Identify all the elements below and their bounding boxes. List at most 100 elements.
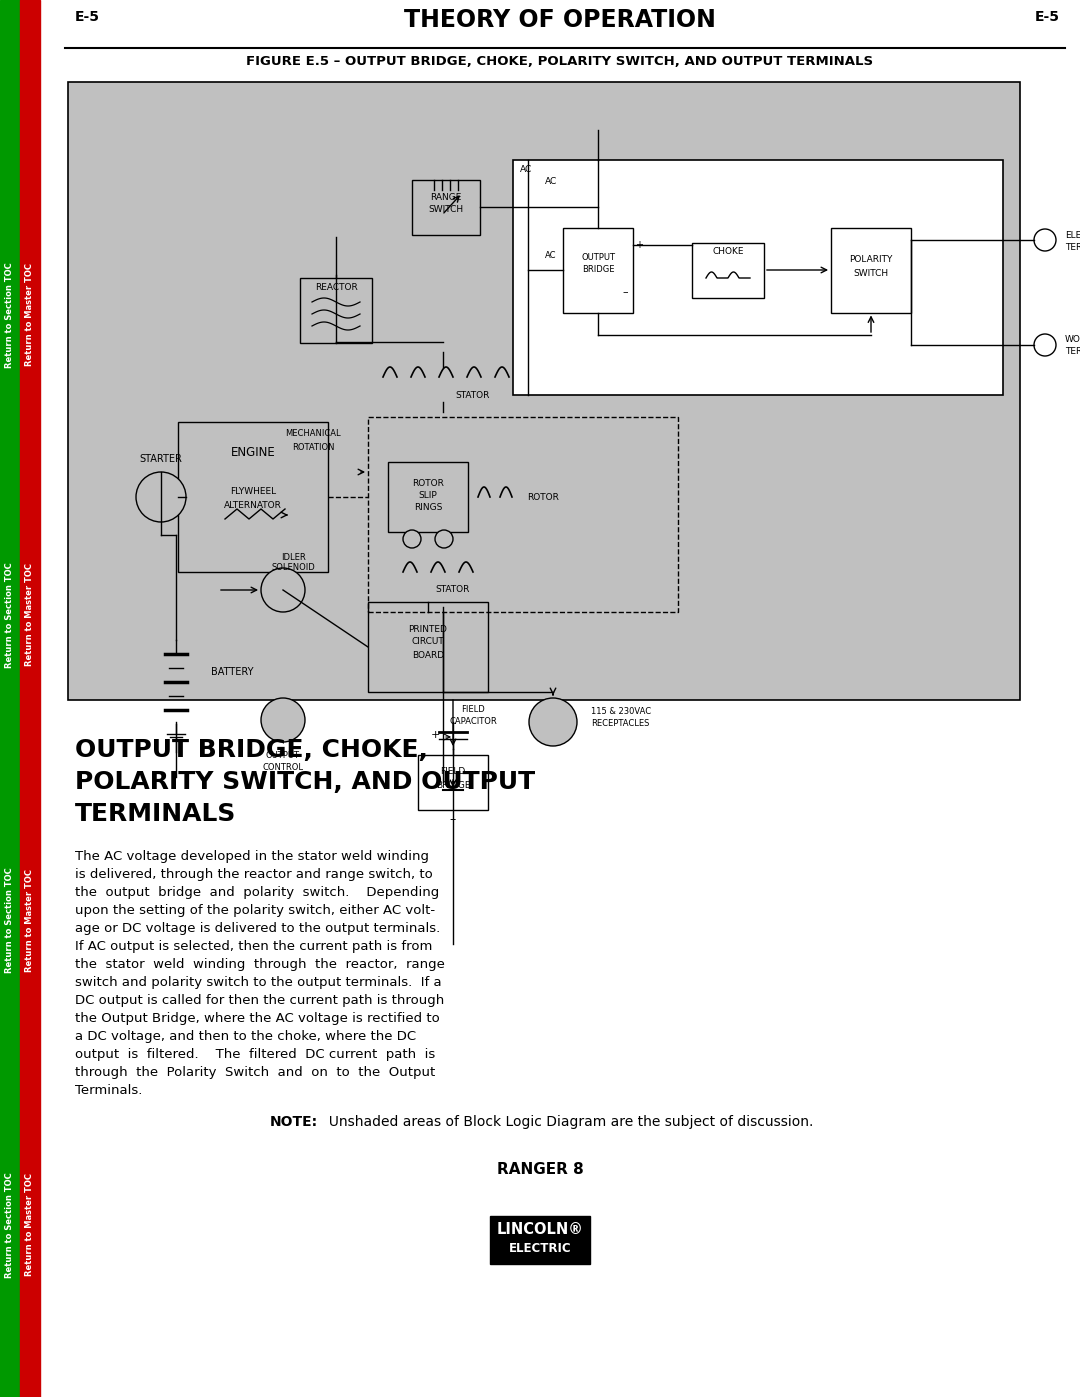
Text: STATOR: STATOR bbox=[436, 585, 470, 595]
Text: RANGER 8: RANGER 8 bbox=[497, 1162, 583, 1178]
Text: a DC voltage, and then to the choke, where the DC: a DC voltage, and then to the choke, whe… bbox=[75, 1030, 416, 1044]
Text: MECHANICAL: MECHANICAL bbox=[285, 429, 341, 439]
Circle shape bbox=[261, 569, 305, 612]
Text: E-5: E-5 bbox=[1035, 10, 1059, 24]
Text: ALTERNATOR: ALTERNATOR bbox=[224, 500, 282, 510]
Text: Return to Section TOC: Return to Section TOC bbox=[5, 562, 14, 668]
Text: OUTPUT: OUTPUT bbox=[266, 750, 300, 760]
Circle shape bbox=[403, 529, 421, 548]
Text: SWITCH: SWITCH bbox=[853, 268, 889, 278]
Text: the  stator  weld  winding  through  the  reactor,  range: the stator weld winding through the reac… bbox=[75, 958, 445, 971]
Text: BOARD: BOARD bbox=[411, 651, 444, 659]
Text: –: – bbox=[450, 813, 456, 826]
Text: The AC voltage developed in the stator weld winding: The AC voltage developed in the stator w… bbox=[75, 849, 429, 863]
Text: RANGE: RANGE bbox=[430, 193, 461, 201]
Text: FLYWHEEL: FLYWHEEL bbox=[230, 488, 276, 496]
Text: STATOR: STATOR bbox=[456, 391, 490, 400]
Text: Return to Section TOC: Return to Section TOC bbox=[5, 1172, 14, 1278]
Text: –: – bbox=[622, 286, 627, 298]
Bar bbox=[21, 0, 40, 1397]
Text: SLIP: SLIP bbox=[419, 490, 437, 500]
Text: BRIDGE: BRIDGE bbox=[435, 781, 470, 789]
Bar bbox=[692, 243, 764, 298]
Bar bbox=[68, 82, 1020, 700]
Text: POLARITY SWITCH, AND OUTPUT: POLARITY SWITCH, AND OUTPUT bbox=[75, 770, 535, 793]
Text: CIRCUT: CIRCUT bbox=[411, 637, 444, 647]
Bar bbox=[368, 602, 488, 692]
Bar bbox=[831, 228, 912, 313]
Text: the  output  bridge  and  polarity  switch.    Depending: the output bridge and polarity switch. D… bbox=[75, 886, 440, 900]
Text: Unshaded areas of Block Logic Diagram are the subject of discussion.: Unshaded areas of Block Logic Diagram ar… bbox=[320, 1115, 813, 1129]
Text: LINCOLN®: LINCOLN® bbox=[497, 1222, 583, 1238]
Text: switch and polarity switch to the output terminals.  If a: switch and polarity switch to the output… bbox=[75, 977, 442, 989]
Text: TERMINAL: TERMINAL bbox=[1065, 348, 1080, 356]
Text: +: + bbox=[635, 240, 643, 250]
Bar bbox=[178, 422, 328, 571]
Text: AC: AC bbox=[519, 165, 532, 175]
Text: RINGS: RINGS bbox=[414, 503, 442, 511]
Text: BRIDGE: BRIDGE bbox=[582, 265, 615, 274]
Circle shape bbox=[529, 698, 577, 746]
Text: TERMINALS: TERMINALS bbox=[75, 802, 237, 826]
Text: ROTOR: ROTOR bbox=[527, 493, 559, 502]
Text: age or DC voltage is delivered to the output terminals.: age or DC voltage is delivered to the ou… bbox=[75, 922, 441, 935]
Bar bbox=[0, 0, 21, 1397]
Text: output  is  filtered.    The  filtered  DC current  path  is: output is filtered. The filtered DC curr… bbox=[75, 1048, 435, 1060]
Circle shape bbox=[1034, 334, 1056, 356]
Text: +: + bbox=[430, 731, 440, 740]
Text: is delivered, through the reactor and range switch, to: is delivered, through the reactor and ra… bbox=[75, 868, 433, 882]
Bar bbox=[490, 1215, 590, 1264]
Text: CHOKE: CHOKE bbox=[712, 247, 744, 257]
Text: OUTPUT: OUTPUT bbox=[581, 253, 615, 263]
Text: PRINTED: PRINTED bbox=[408, 624, 447, 633]
Text: POLARITY: POLARITY bbox=[849, 256, 893, 264]
Text: ROTATION: ROTATION bbox=[292, 443, 334, 451]
Text: upon the setting of the polarity switch, either AC volt-: upon the setting of the polarity switch,… bbox=[75, 904, 435, 916]
Text: DC output is called for then the current path is through: DC output is called for then the current… bbox=[75, 995, 444, 1007]
Text: Return to Master TOC: Return to Master TOC bbox=[26, 264, 35, 366]
Text: FIGURE E.5 – OUTPUT BRIDGE, CHOKE, POLARITY SWITCH, AND OUTPUT TERMINALS: FIGURE E.5 – OUTPUT BRIDGE, CHOKE, POLAR… bbox=[246, 54, 874, 68]
Text: THEORY OF OPERATION: THEORY OF OPERATION bbox=[404, 8, 716, 32]
Text: Return to Section TOC: Return to Section TOC bbox=[5, 263, 14, 367]
Text: SWITCH: SWITCH bbox=[429, 205, 463, 215]
Text: WORK: WORK bbox=[1065, 335, 1080, 345]
Text: IDLER: IDLER bbox=[281, 552, 306, 562]
Text: RECEPTACLES: RECEPTACLES bbox=[591, 719, 649, 728]
Text: AC: AC bbox=[545, 250, 557, 260]
Text: ENGINE: ENGINE bbox=[231, 446, 275, 458]
Circle shape bbox=[136, 472, 186, 522]
Bar bbox=[418, 754, 488, 809]
Text: ROTOR: ROTOR bbox=[413, 479, 444, 488]
Text: Terminals.: Terminals. bbox=[75, 1084, 143, 1097]
Circle shape bbox=[1034, 229, 1056, 251]
Text: CAPACITOR: CAPACITOR bbox=[449, 717, 497, 725]
Text: SOLENOID: SOLENOID bbox=[271, 563, 315, 573]
Bar bbox=[411, 179, 480, 235]
Bar bbox=[368, 416, 678, 612]
Text: CONTROL: CONTROL bbox=[262, 763, 303, 771]
Text: ELECTRIC: ELECTRIC bbox=[509, 1242, 571, 1255]
Text: If AC output is selected, then the current path is from: If AC output is selected, then the curre… bbox=[75, 940, 432, 953]
Text: Return to Master TOC: Return to Master TOC bbox=[26, 869, 35, 971]
Text: OUTPUT BRIDGE, CHOKE,: OUTPUT BRIDGE, CHOKE, bbox=[75, 738, 428, 761]
Bar bbox=[563, 228, 633, 313]
Text: E-5: E-5 bbox=[75, 10, 100, 24]
Text: BATTERY: BATTERY bbox=[211, 666, 254, 678]
Circle shape bbox=[261, 698, 305, 742]
Text: ELECTRODE: ELECTRODE bbox=[1065, 231, 1080, 239]
Text: AC: AC bbox=[545, 177, 557, 187]
Bar bbox=[300, 278, 372, 342]
Text: Return to Section TOC: Return to Section TOC bbox=[5, 868, 14, 972]
Text: Return to Master TOC: Return to Master TOC bbox=[26, 1173, 35, 1277]
Circle shape bbox=[435, 529, 453, 548]
Bar bbox=[388, 462, 468, 532]
Text: the Output Bridge, where the AC voltage is rectified to: the Output Bridge, where the AC voltage … bbox=[75, 1011, 440, 1025]
Text: TERMINAL: TERMINAL bbox=[1065, 243, 1080, 251]
Text: STARTER: STARTER bbox=[139, 454, 183, 464]
Text: 115 & 230VAC: 115 & 230VAC bbox=[591, 707, 651, 717]
Text: REACTOR: REACTOR bbox=[314, 284, 357, 292]
Bar bbox=[513, 161, 1003, 395]
Text: NOTE:: NOTE: bbox=[270, 1115, 319, 1129]
Text: Return to Master TOC: Return to Master TOC bbox=[26, 563, 35, 666]
Text: FIELD: FIELD bbox=[441, 767, 465, 777]
